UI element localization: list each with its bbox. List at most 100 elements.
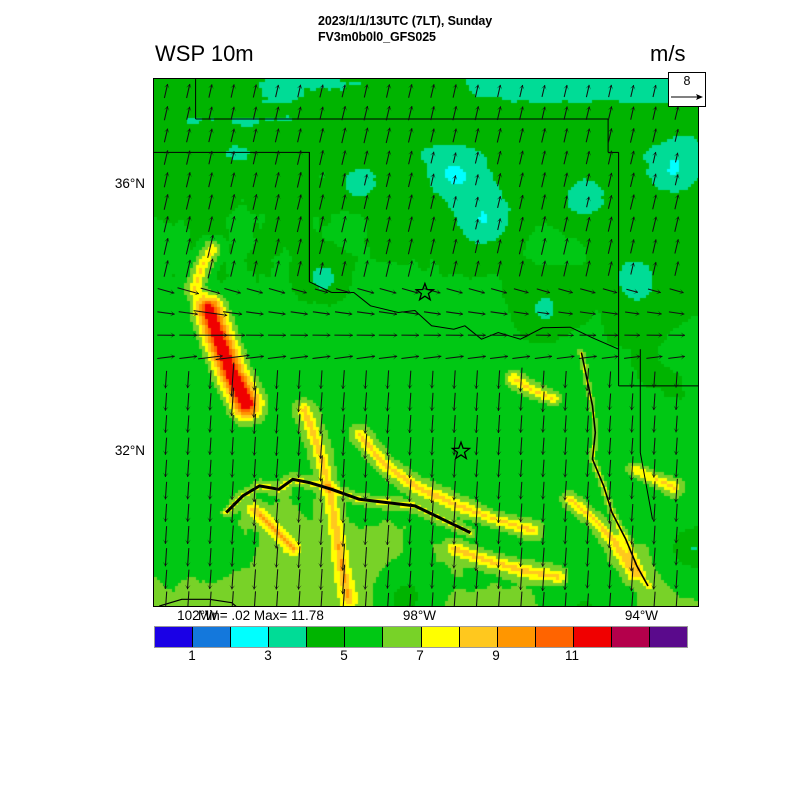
wind-arrow: [540, 503, 546, 523]
wind-arrow: [496, 239, 503, 254]
wind-arrow: [607, 172, 614, 187]
wind-arrow: [606, 459, 613, 477]
wind-arrow: [606, 481, 613, 500]
colorbar-swatch-12: [611, 627, 651, 647]
wind-arrow: [584, 368, 591, 392]
wind-arrow: [563, 216, 569, 232]
wind-arrow: [452, 260, 459, 277]
wind-arrow: [318, 433, 324, 459]
wind-arrow: [274, 128, 281, 143]
wind-arrow: [629, 371, 635, 388]
colorbar-swatch-10: [535, 627, 574, 647]
wind-arrow: [162, 569, 169, 590]
wind-arrow: [429, 392, 435, 411]
wind-arrow: [473, 370, 480, 389]
wind-arrow: [251, 525, 258, 545]
wind-arrow: [407, 370, 413, 389]
wind-arrow: [540, 459, 546, 478]
wind-arrow: [652, 128, 658, 143]
wind-arrow: [674, 106, 680, 120]
wind-arrow: [474, 239, 481, 254]
wind-arrow: [673, 371, 680, 388]
wind-arrow: [208, 194, 214, 210]
wind-arrow: [606, 393, 613, 411]
wind-arrow: [430, 106, 436, 121]
wind-arrow: [163, 216, 170, 233]
wind-arrow: [251, 569, 258, 590]
wind-arrow: [652, 106, 658, 120]
wind-arrow: [224, 287, 241, 295]
wind-arrow: [606, 592, 612, 606]
wind-arrow: [541, 150, 547, 165]
wind-arrow: [362, 547, 369, 568]
wind-arrow: [198, 353, 223, 360]
wind-arrow: [429, 478, 435, 504]
wind-arrow: [452, 84, 458, 98]
wind-arrow: [163, 194, 170, 210]
wind-arrow: [496, 150, 503, 165]
wind-arrow: [580, 288, 596, 295]
wind-arrow: [162, 392, 169, 411]
reference-vector-legend: 8: [668, 72, 706, 107]
wind-arrow: [251, 547, 258, 567]
wind-arrow: [207, 415, 213, 433]
colorbar-swatch-7: [421, 627, 460, 647]
wind-arrow: [474, 128, 481, 143]
wind-arrow: [429, 370, 435, 389]
wind-arrow: [334, 332, 353, 338]
wind-arrow: [584, 499, 590, 526]
reference-vector-value: 8: [683, 74, 691, 88]
wind-arrow: [495, 437, 502, 456]
wind-arrow: [229, 547, 235, 567]
wind-arrow: [251, 436, 258, 456]
lon-label-94w: 94°W: [624, 608, 659, 623]
wind-arrow: [274, 216, 281, 233]
station-marker-star: [414, 281, 436, 302]
wind-arrow: [585, 128, 592, 143]
wind-arrow: [446, 288, 463, 295]
wind-arrow: [495, 370, 502, 389]
wind-arrow: [584, 570, 591, 589]
wind-arrow: [163, 172, 170, 188]
wind-arrow: [273, 569, 280, 590]
wind-arrow: [629, 262, 636, 275]
wind-arrow: [651, 547, 657, 567]
wind-arrow: [629, 84, 636, 98]
wind-arrow: [385, 194, 392, 210]
wind-arrow: [601, 332, 619, 338]
wind-arrow: [207, 503, 213, 522]
colorbar-swatch-6: [383, 627, 422, 647]
wind-arrow: [468, 310, 486, 317]
wind-arrow: [630, 239, 636, 254]
wind-arrow: [518, 216, 525, 232]
wind-arrow: [385, 150, 392, 165]
river: [225, 477, 472, 534]
wind-arrow: [540, 525, 546, 545]
wind-arrow: [473, 499, 479, 527]
colorbar[interactable]: [154, 626, 688, 648]
lon-label-102w: 102°W: [177, 608, 218, 623]
wind-arrow: [335, 288, 352, 295]
wind-arrow: [629, 437, 635, 455]
wind-arrow: [541, 128, 547, 143]
wind-arrow: [540, 481, 546, 500]
wind-arrow: [228, 362, 235, 397]
wind-arrow: [273, 436, 280, 456]
wind-arrow: [628, 456, 635, 481]
wind-arrow: [601, 354, 619, 360]
wind-arrow: [631, 591, 634, 606]
wind-arrow: [496, 260, 503, 277]
wind-arrow: [385, 84, 392, 98]
wind-arrow: [518, 459, 524, 478]
wind-arrow: [363, 174, 369, 186]
wind-arrow: [251, 368, 258, 391]
wind-arrow: [319, 216, 325, 233]
wind-arrow: [452, 128, 458, 143]
wind-arrow: [200, 287, 221, 295]
wind-arrow: [407, 392, 413, 411]
map-plot-area[interactable]: [153, 78, 699, 607]
wind-arrow: [314, 288, 329, 295]
river: [580, 352, 649, 587]
wind-arrow: [363, 260, 370, 277]
wind-arrow: [495, 459, 502, 478]
